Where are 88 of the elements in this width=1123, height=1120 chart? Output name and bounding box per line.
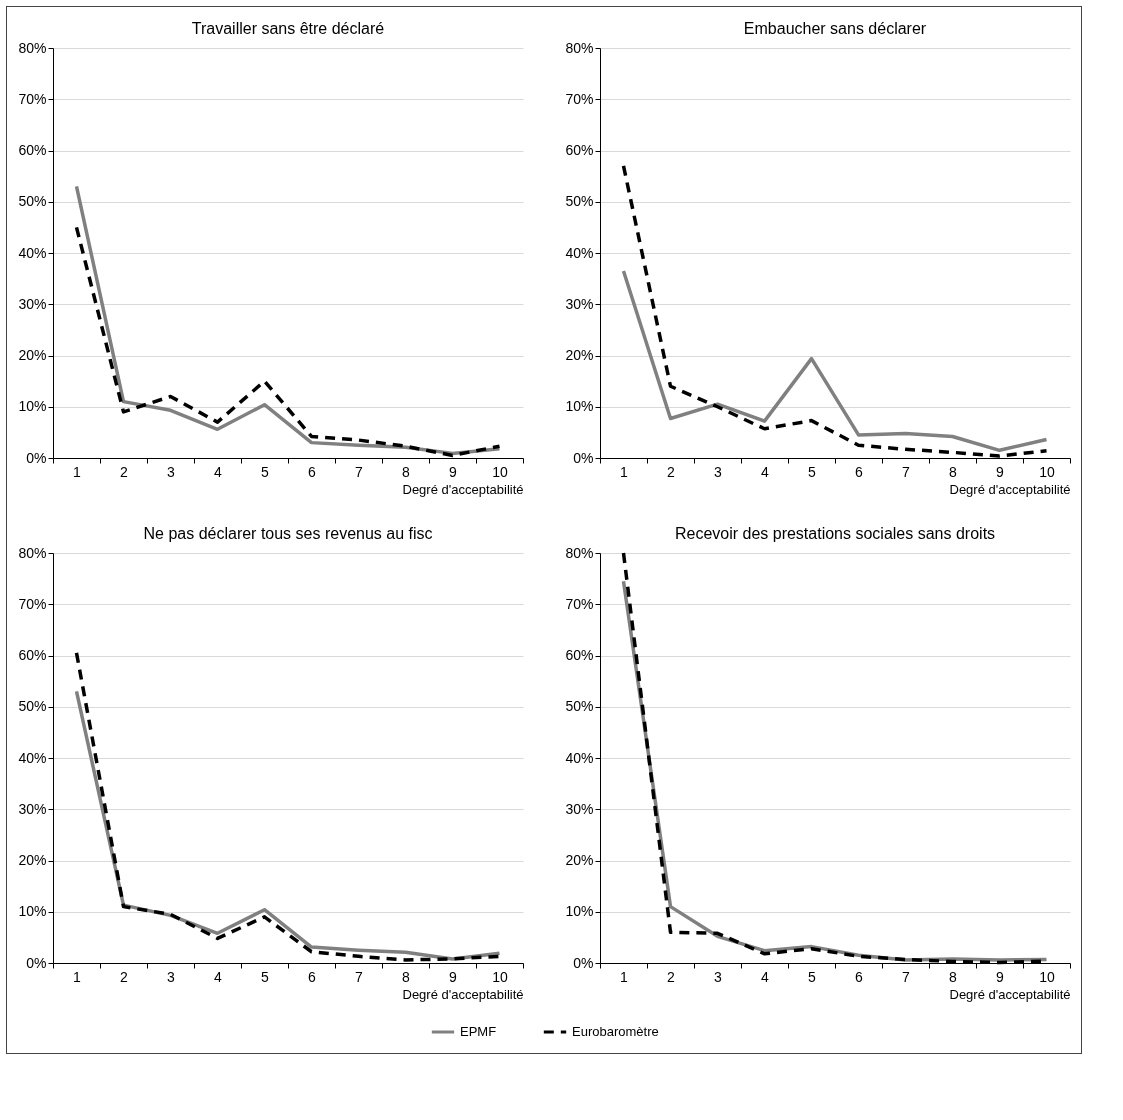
y-tick-label: 50% (565, 698, 594, 715)
x-tick-label: 10 (1039, 463, 1055, 480)
x-tick-label: 9 (996, 463, 1005, 480)
y-tick-label: 10% (18, 903, 47, 920)
chart-title: Ne pas déclarer tous ses revenus au fisc (143, 525, 433, 542)
x-tick-label: 9 (449, 968, 458, 985)
y-tick-label: 30% (18, 800, 47, 817)
y-tick-label: 10% (565, 903, 594, 920)
y-tick-label: 80% (18, 544, 47, 561)
y-tick-label: 40% (565, 749, 594, 766)
y-tick-label: 10% (565, 398, 594, 415)
y-tick-label: 80% (565, 39, 594, 56)
legend-label: Eurobaromètre (572, 1024, 659, 1039)
y-tick-label: 60% (18, 647, 47, 663)
y-tick-label: 30% (565, 295, 594, 312)
x-tick-label: 9 (996, 968, 1005, 985)
y-tick-label: 70% (565, 90, 594, 107)
x-tick-label: 1 (620, 463, 629, 480)
x-tick-label: 3 (714, 968, 723, 985)
x-tick-label: 2 (120, 968, 129, 985)
y-tick-label: 20% (565, 347, 594, 363)
x-tick-label: 6 (308, 968, 317, 985)
x-axis-title: Degré d'acceptabilité (949, 986, 1071, 1002)
y-tick-label: 80% (18, 39, 47, 56)
y-tick-label: 70% (565, 595, 594, 612)
x-tick-label: 3 (714, 463, 723, 480)
y-tick-label: 70% (18, 595, 47, 612)
x-tick-label: 3 (167, 463, 176, 480)
y-tick-label: 50% (18, 698, 47, 715)
y-tick-label: 50% (18, 193, 47, 210)
x-tick-label: 10 (492, 968, 508, 985)
y-tick-label: 0% (573, 449, 594, 466)
x-tick-label: 7 (355, 968, 364, 985)
x-tick-label: 7 (355, 463, 364, 480)
x-tick-label: 4 (761, 463, 770, 480)
x-tick-label: 8 (949, 968, 958, 985)
x-tick-label: 10 (492, 463, 508, 480)
y-tick-label: 20% (565, 852, 594, 868)
y-tick-label: 40% (565, 244, 594, 261)
chart-title: Recevoir des prestations sociales sans droits (674, 525, 996, 542)
x-tick-label: 6 (855, 463, 864, 480)
y-tick-label: 10% (18, 398, 47, 415)
y-tick-label: 40% (18, 749, 47, 766)
y-tick-label: 50% (565, 193, 594, 210)
y-tick-label: 0% (26, 449, 47, 466)
x-tick-label: 2 (120, 463, 129, 480)
x-tick-label: 2 (667, 463, 676, 480)
x-tick-label: 7 (902, 463, 911, 480)
x-tick-label: 3 (167, 968, 176, 985)
x-tick-label: 8 (402, 463, 411, 480)
x-tick-label: 8 (949, 463, 958, 480)
x-tick-label: 1 (73, 968, 82, 985)
chart-title: Embaucher sans déclarer (743, 20, 927, 37)
line-series (74, 184, 502, 456)
x-axis-title: Degré d'acceptabilité (949, 481, 1071, 497)
legend-label: EPMF (460, 1024, 497, 1039)
y-tick-label: 0% (573, 954, 594, 971)
x-tick-label: 7 (902, 968, 911, 985)
x-tick-label: 4 (214, 463, 223, 480)
x-tick-label: 9 (449, 463, 458, 480)
x-tick-label: 10 (1039, 968, 1055, 985)
y-tick-label: 30% (18, 295, 47, 312)
x-tick-label: 6 (308, 463, 317, 480)
x-tick-label: 5 (261, 463, 270, 480)
x-axis-title: Degré d'acceptabilité (402, 986, 524, 1002)
y-tick-label: 20% (18, 852, 47, 868)
x-tick-label: 2 (667, 968, 676, 985)
y-tick-label: 40% (18, 244, 47, 261)
x-tick-label: 5 (808, 463, 817, 480)
x-tick-label: 5 (808, 968, 817, 985)
y-tick-label: 60% (565, 647, 594, 663)
y-tick-label: 70% (18, 90, 47, 107)
x-tick-label: 5 (261, 968, 270, 985)
x-tick-label: 4 (761, 968, 770, 985)
x-tick-label: 1 (73, 463, 82, 480)
chart-title: Travailler sans être déclaré (191, 20, 385, 37)
y-tick-label: 80% (565, 544, 594, 561)
x-tick-label: 4 (214, 968, 223, 985)
x-tick-label: 8 (402, 968, 411, 985)
line-series (621, 269, 1049, 453)
x-tick-label: 6 (855, 968, 864, 985)
x-axis-title: Degré d'acceptabilité (402, 481, 524, 497)
y-tick-label: 60% (18, 142, 47, 158)
y-tick-label: 60% (565, 142, 594, 158)
y-tick-label: 0% (26, 954, 47, 971)
y-tick-label: 20% (18, 347, 47, 363)
x-tick-label: 1 (620, 968, 629, 985)
y-tick-label: 30% (565, 800, 594, 817)
